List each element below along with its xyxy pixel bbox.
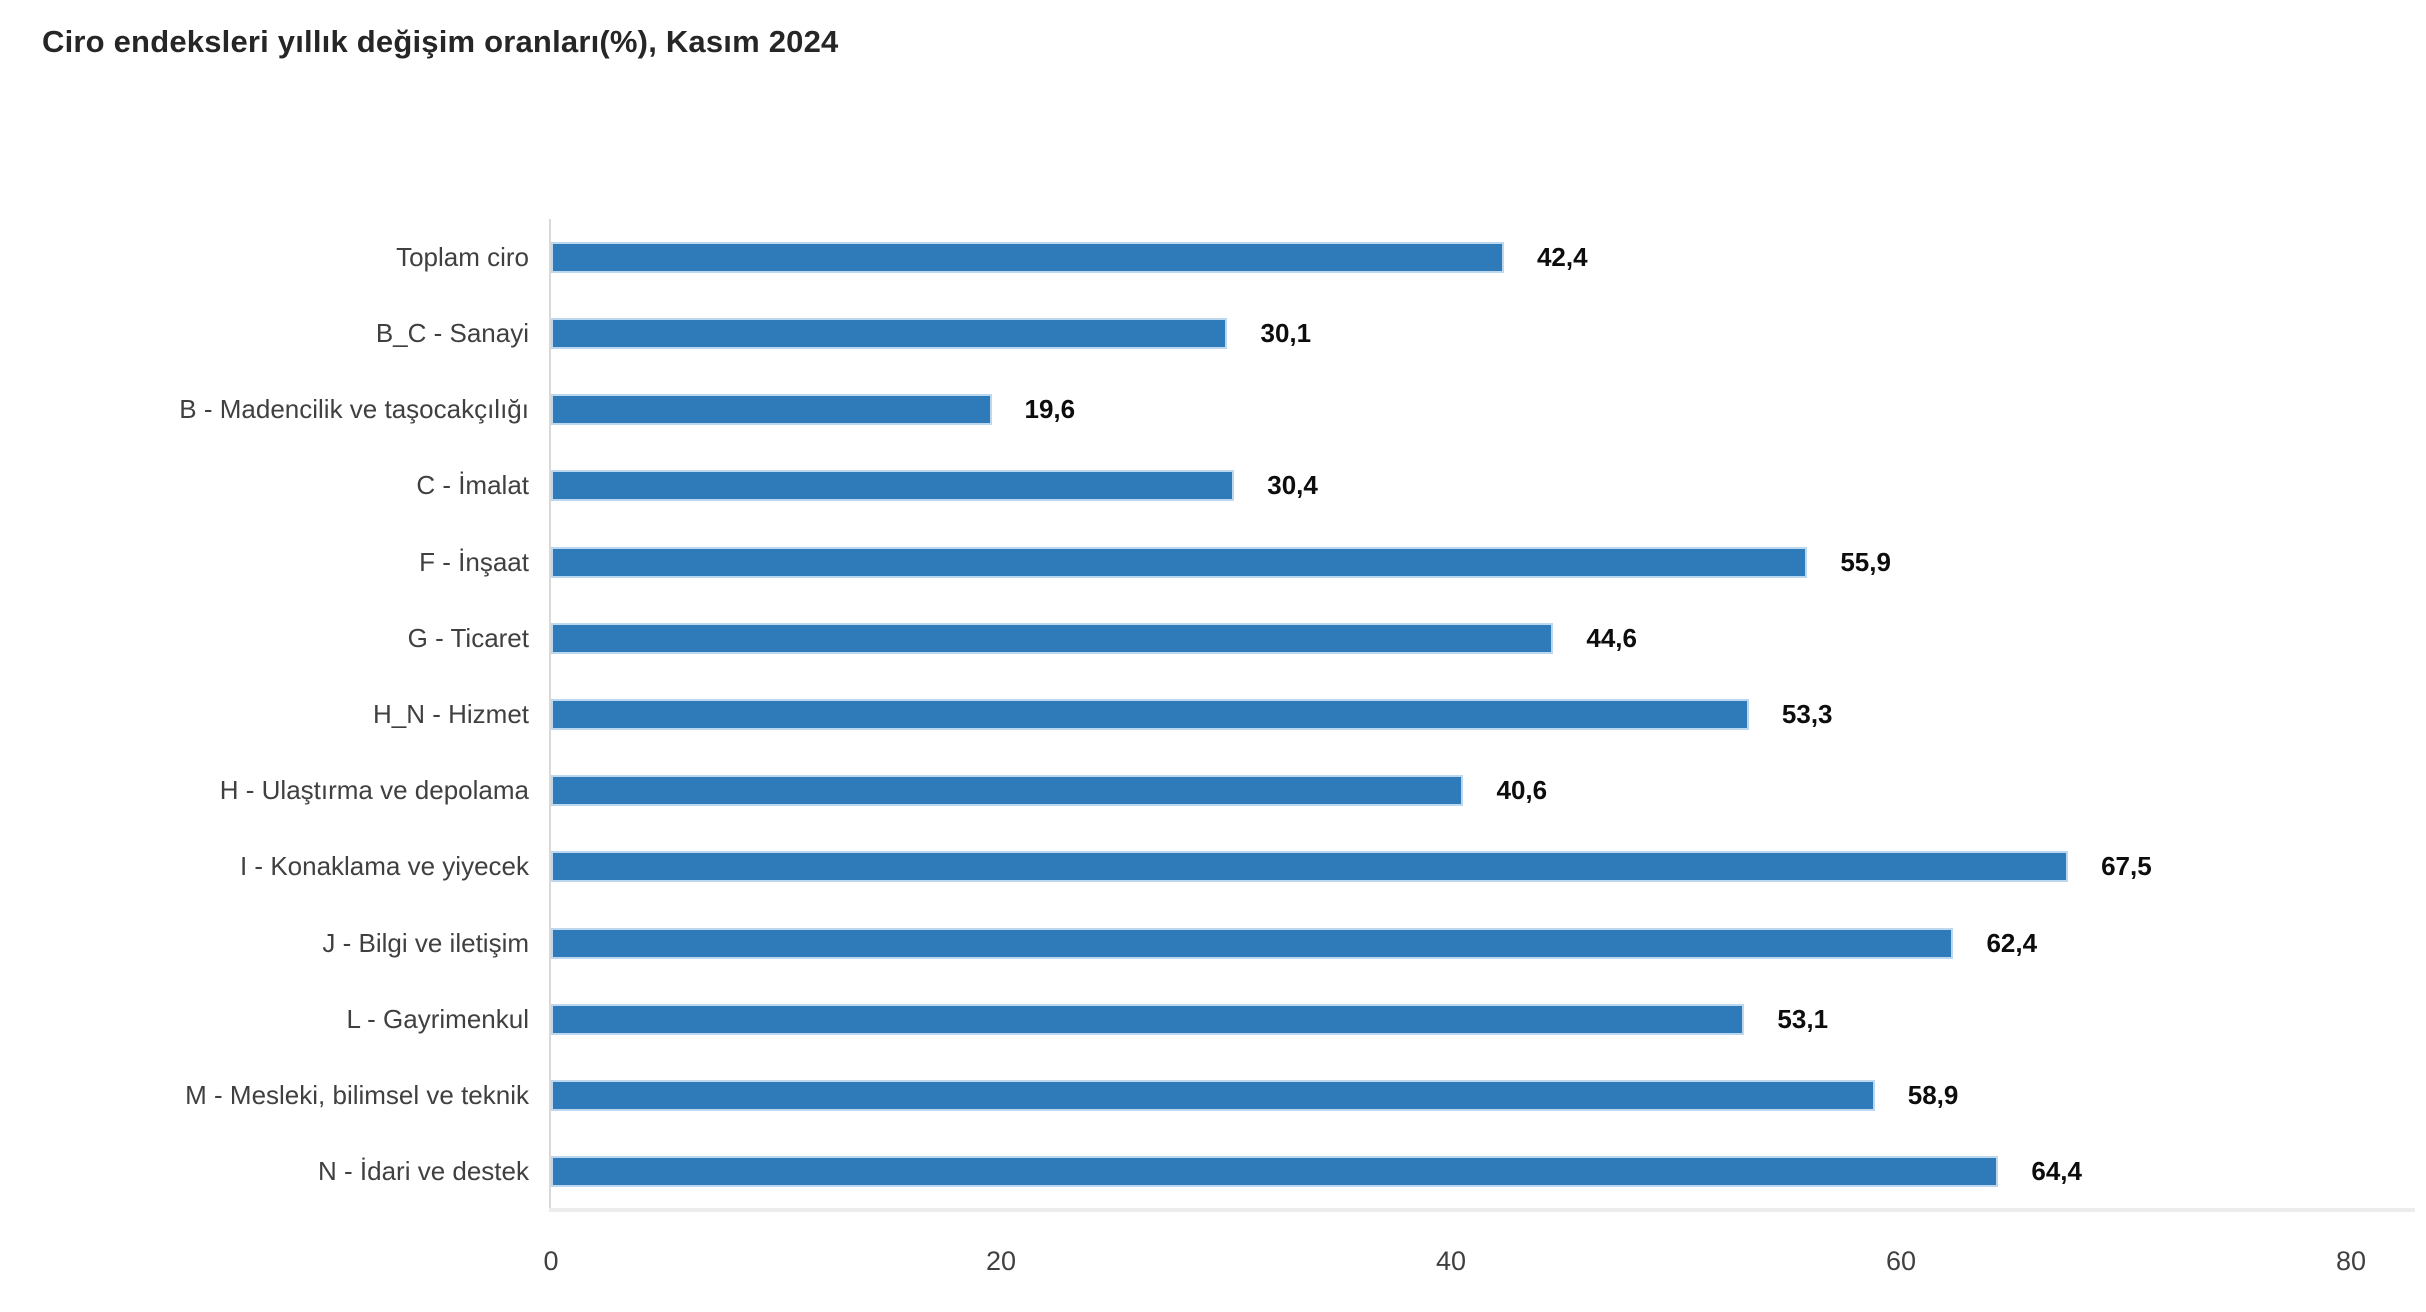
chart-title: Ciro endeksleri yıllık değişim oranları(… (42, 24, 839, 59)
category-label: M - Mesleki, bilimsel ve teknik (185, 1080, 529, 1111)
bar-value-label: 53,3 (1781, 699, 1833, 730)
bar-value-label: 62,4 (1986, 927, 2038, 958)
bar-track: 64,4 (549, 1133, 2349, 1211)
bar-track: 55,9 (549, 523, 2349, 601)
category-label: B_C - Sanayi (375, 317, 529, 348)
category-label: H - Ulaştırma ve depolama (219, 775, 529, 806)
plot-area: Toplam ciro 42,4 B_C - Sanayi 30,1 B - M… (40, 219, 2349, 1211)
bar (551, 317, 1228, 349)
bar-value-label: 55,9 (1840, 546, 1891, 577)
bar (551, 1080, 1875, 1112)
bar (551, 1003, 1745, 1035)
bar-track: 62,4 (549, 905, 2349, 982)
x-tick-label: 80 (2335, 1246, 2367, 1276)
chart-row: H - Ulaştırma ve depolama 40,6 (40, 752, 2349, 829)
bar (551, 1156, 1999, 1188)
bar-value-label: 58,9 (1907, 1080, 1959, 1111)
chart-row: M - Mesleki, bilimsel ve teknik 58,9 (40, 1057, 2349, 1134)
x-axis-line (549, 1208, 2415, 1212)
bar-value-label: 44,6 (1586, 622, 1637, 653)
bar (551, 699, 1749, 731)
category-label: B - Madencilik ve taşocakçılığı (179, 394, 529, 425)
bar (551, 851, 2069, 883)
bar-track: 30,4 (549, 447, 2349, 524)
x-tick-label: 40 (1435, 1246, 1467, 1276)
category-label: N - İdari ve destek (318, 1156, 529, 1187)
bar (551, 241, 1504, 273)
category-label: F - İnşaat (419, 546, 529, 577)
bar-value-label: 30,1 (1260, 317, 1312, 348)
chart-row: J - Bilgi ve iletişim 62,4 (40, 905, 2349, 982)
x-axis: 0 20 40 60 80 (543, 1246, 2366, 1288)
bar-value-label: 64,4 (2031, 1156, 2082, 1187)
chart-row: H_N - Hizmet 53,3 (40, 676, 2349, 753)
bar (551, 394, 992, 426)
bar-track: 58,9 (549, 1057, 2349, 1134)
bar-track: 30,1 (549, 295, 2349, 372)
chart-row: B_C - Sanayi 30,1 (40, 295, 2349, 372)
bar (551, 546, 1808, 578)
bar (551, 470, 1235, 502)
bar-track: 53,3 (549, 676, 2349, 753)
chart-row: L - Gayrimenkul 53,1 (40, 981, 2349, 1058)
x-tick-label: 0 (543, 1246, 559, 1276)
category-label: C - İmalat (416, 470, 529, 501)
bar (551, 775, 1464, 807)
chart-row: G - Ticaret 44,6 (40, 600, 2349, 677)
chart-row: N - İdari ve destek 64,4 (40, 1133, 2349, 1211)
bar-value-label: 19,6 (1024, 394, 1076, 425)
bar (551, 622, 1554, 654)
x-tick-label: 20 (985, 1246, 1017, 1276)
chart-row: C - İmalat 30,4 (40, 447, 2349, 524)
bar-value-label: 53,1 (1777, 1003, 1829, 1034)
category-label: L - Gayrimenkul (346, 1003, 529, 1034)
bar-track: 67,5 (549, 828, 2349, 906)
bar-value-label: 30,4 (1267, 470, 1318, 501)
chart-row: Toplam ciro 42,4 (40, 219, 2349, 296)
category-label: H_N - Hizmet (372, 699, 529, 730)
chart-row: B - Madencilik ve taşocakçılığı 19,6 (40, 371, 2349, 448)
chart-row: I - Konaklama ve yiyecek 67,5 (40, 828, 2349, 906)
bar-track: 19,6 (549, 371, 2349, 448)
category-label: I - Konaklama ve yiyecek (239, 851, 529, 882)
category-label: J - Bilgi ve iletişim (322, 927, 529, 958)
bar-value-label: 42,4 (1536, 241, 1588, 272)
chart-row: F - İnşaat 55,9 (40, 523, 2349, 601)
bar-track: 44,6 (549, 600, 2349, 677)
category-label: G - Ticaret (407, 622, 529, 653)
bar-track: 53,1 (549, 981, 2349, 1058)
bar-value-label: 40,6 (1496, 775, 1548, 806)
bar (551, 927, 1954, 959)
bar-track: 42,4 (549, 219, 2349, 296)
bar-track: 40,6 (549, 752, 2349, 829)
x-tick-label: 60 (1885, 1246, 1917, 1276)
bar-value-label: 67,5 (2101, 851, 2152, 882)
category-label: Toplam ciro (396, 241, 529, 272)
